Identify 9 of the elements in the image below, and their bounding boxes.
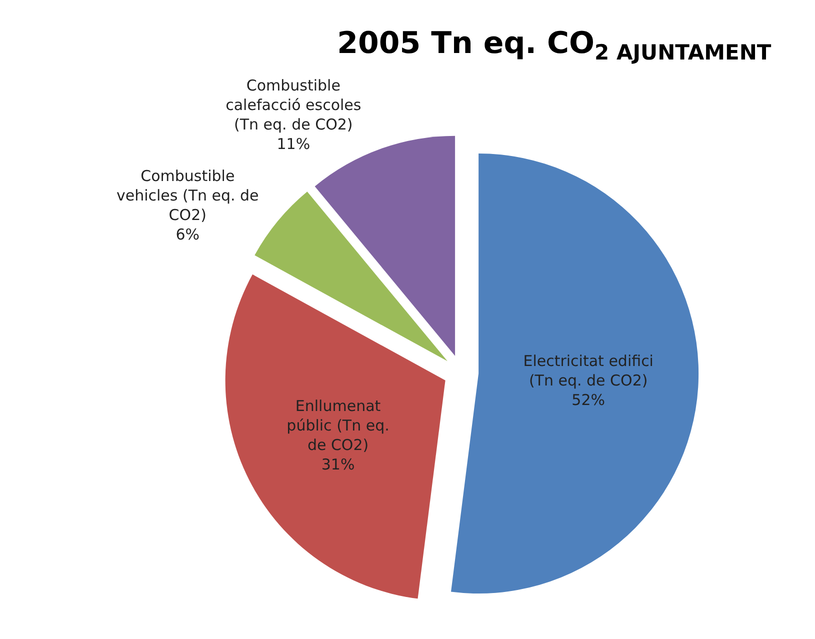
slice-label: Electricitat edifici (Tn eq. de CO2) xyxy=(523,352,654,390)
data-label: 6% xyxy=(176,226,200,244)
slice-label: Combustible vehicles (Tn eq. de CO2) xyxy=(116,167,259,224)
data-label: 31% xyxy=(321,455,355,474)
chart-title: 2005 Tn eq. CO$_{2 AJUNTAMENT}$ xyxy=(337,26,772,64)
slice-label: Enllumenat públic (Tn eq. de CO2) xyxy=(286,396,390,454)
data-label: 11% xyxy=(276,135,310,154)
slice-label: Combustible calefacció escoles (Tn eq. de CO2) xyxy=(226,76,362,134)
data-label: 52% xyxy=(572,390,606,409)
